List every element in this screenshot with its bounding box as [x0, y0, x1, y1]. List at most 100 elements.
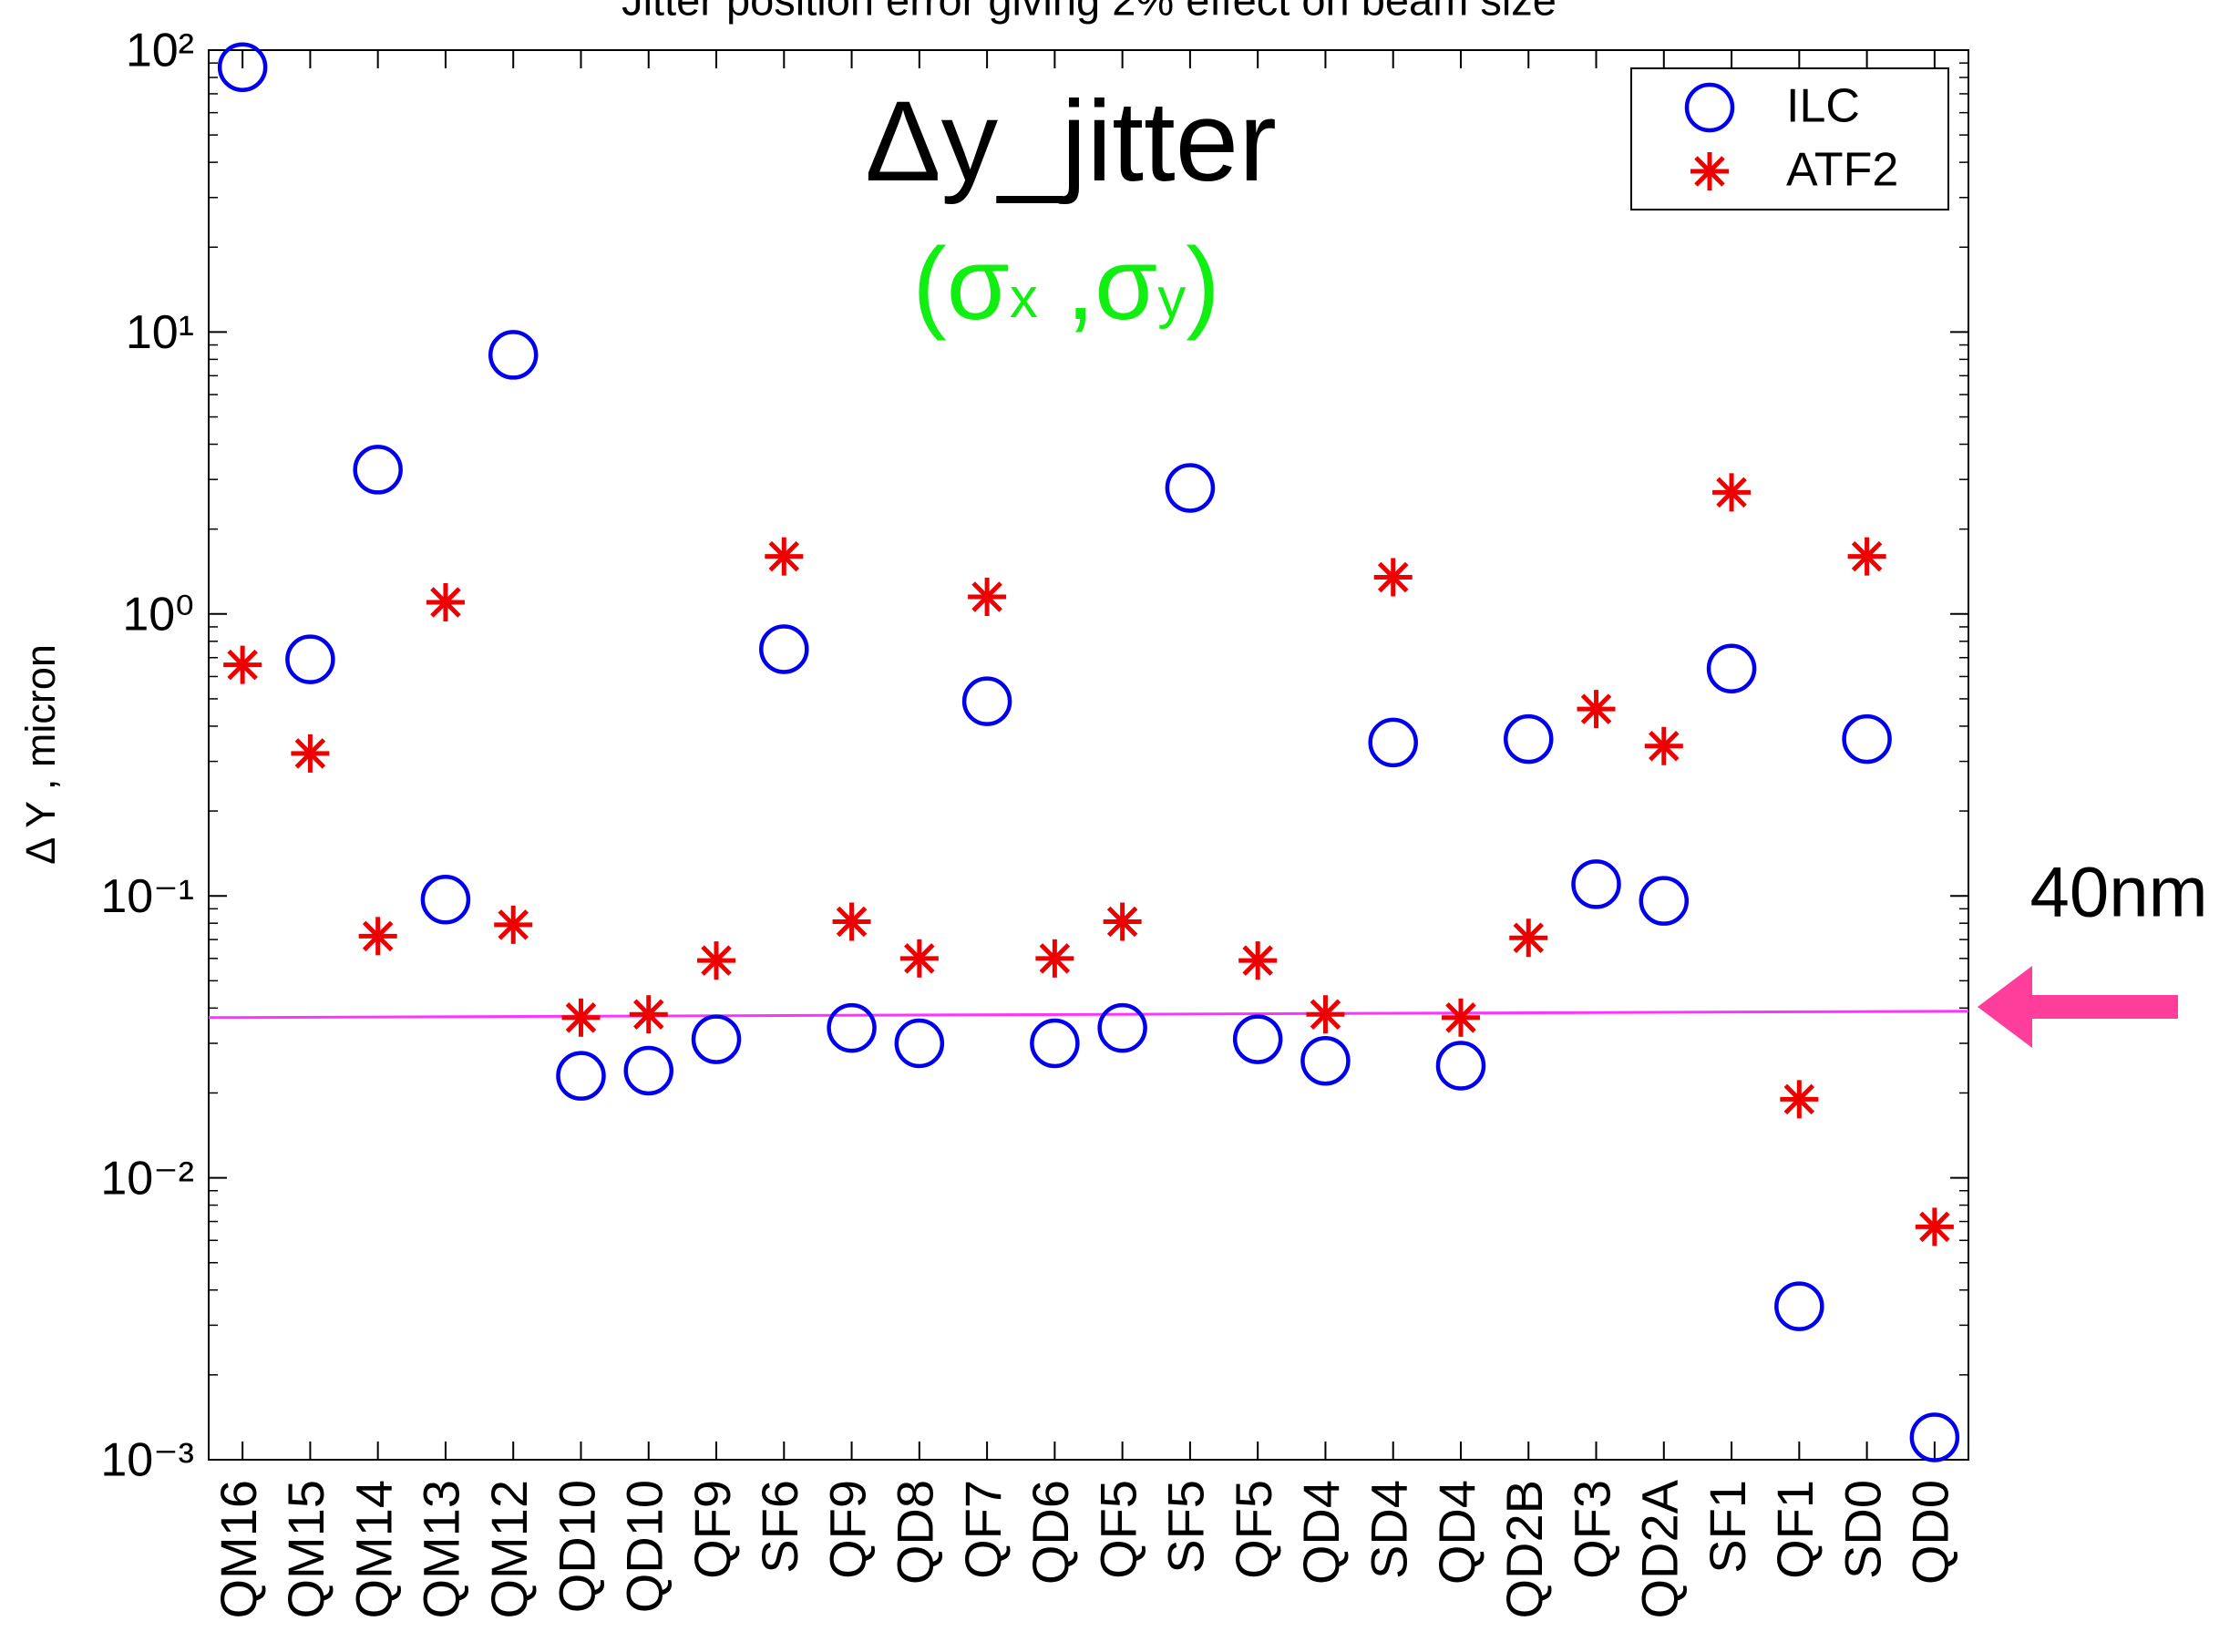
x-tick-label: SD0: [1834, 1480, 1891, 1579]
point: [1915, 1207, 1954, 1247]
point: [1165, 463, 1216, 513]
point: [697, 941, 736, 980]
x-tick-label: QF9: [683, 1480, 741, 1579]
x-tick-label: QD10: [616, 1480, 673, 1613]
asterisk-stroke: [904, 943, 935, 974]
asterisk-stroke: [1694, 156, 1725, 187]
asterisk-stroke: [701, 945, 732, 976]
x-tick-label: SF1: [1699, 1480, 1756, 1574]
asterisk-stroke: [836, 906, 868, 938]
point: [1368, 717, 1418, 768]
asterisk-stroke: [1783, 1083, 1815, 1115]
annotation-sigma: (σx ,σy): [912, 227, 1219, 341]
legend-marker: [1690, 152, 1729, 190]
point: [1842, 713, 1892, 764]
point: [1706, 643, 1757, 694]
point: [894, 1018, 945, 1069]
asterisk-stroke: [1580, 693, 1612, 724]
point: [1238, 941, 1278, 980]
annotation-sigma-part: x: [1010, 267, 1038, 330]
reference-label: 40nm: [2029, 852, 2207, 932]
point: [1103, 902, 1142, 941]
x-tick-label: SF6: [751, 1480, 808, 1574]
x-tick-label: SF5: [1157, 1480, 1215, 1574]
point: [1373, 558, 1413, 597]
asterisk-stroke: [294, 738, 326, 769]
asterisk-stroke: [632, 999, 664, 1030]
plot-frame: [208, 49, 1969, 1461]
asterisk-stroke: [362, 920, 394, 952]
point: [561, 998, 601, 1037]
y-tick-label: 10⁰: [122, 589, 194, 641]
asterisk-stroke: [1445, 1002, 1476, 1033]
x-tick-label: QF7: [954, 1480, 1012, 1579]
point: [494, 905, 533, 944]
asterisk-stroke: [565, 1002, 597, 1033]
point: [488, 330, 539, 380]
point: [1712, 473, 1752, 512]
legend-box: [1630, 67, 1949, 210]
asterisk-stroke: [498, 909, 529, 940]
point: [1232, 1014, 1283, 1064]
reference-line: [208, 1010, 1969, 1020]
annotation-sigma-part: ,σ: [1038, 227, 1157, 341]
x-tick-label: QF5: [1225, 1480, 1282, 1579]
point: [1097, 1002, 1147, 1053]
annotation-sigma-part: y: [1157, 267, 1186, 330]
point: [1030, 1018, 1080, 1069]
asterisk-stroke: [430, 587, 461, 618]
point: [353, 445, 403, 495]
point: [1774, 1281, 1824, 1331]
asterisk-stroke: [768, 540, 800, 572]
asterisk-stroke: [1851, 540, 1883, 572]
chart-title: Jitter position error giving 2% effect o…: [622, 0, 1557, 24]
point: [291, 734, 330, 773]
asterisk-stroke: [1649, 730, 1680, 762]
x-tick-label: QD2A: [1631, 1479, 1689, 1618]
x-tick-label: QM14: [344, 1480, 402, 1619]
point: [420, 875, 471, 925]
point: [1780, 1080, 1819, 1119]
y-tick-label: 10⁻³: [100, 1434, 194, 1487]
point: [1035, 939, 1074, 978]
point: [899, 939, 939, 978]
legend-label: ATF2: [1786, 144, 1898, 197]
point: [556, 1051, 606, 1101]
reference-arrow: [1978, 966, 2178, 1048]
point: [1509, 918, 1548, 958]
asterisk-stroke: [1377, 561, 1409, 593]
annotation-sigma-part: ): [1186, 227, 1219, 341]
point: [358, 917, 397, 956]
point: [968, 578, 1007, 617]
y-tick-label: 10⁻²: [100, 1152, 194, 1205]
x-tick-label: QM12: [480, 1480, 538, 1619]
asterisk-stroke: [1716, 477, 1747, 508]
y-tick-label: 10¹: [126, 306, 194, 359]
point: [1300, 1035, 1351, 1086]
x-tick-label: QD4: [1428, 1480, 1485, 1585]
point: [1441, 998, 1480, 1037]
annotation-title: Δy_jitter: [865, 78, 1277, 205]
point: [765, 537, 804, 576]
point: [623, 1045, 673, 1096]
x-tick-label: QF3: [1563, 1480, 1620, 1579]
asterisk-stroke: [1106, 906, 1138, 938]
point: [961, 676, 1012, 726]
point: [1504, 713, 1554, 764]
point: [1306, 995, 1345, 1034]
point: [1577, 690, 1616, 729]
asterisk-stroke: [1039, 943, 1071, 974]
x-tick-label: QD6: [1022, 1480, 1079, 1585]
legend-label: ILC: [1786, 80, 1860, 133]
point: [285, 634, 335, 684]
asterisk-stroke: [1513, 922, 1545, 953]
point: [1435, 1041, 1486, 1091]
point: [691, 1014, 742, 1064]
asterisk-stroke: [227, 649, 258, 681]
point: [1909, 1412, 1960, 1462]
x-tick-label: QM15: [277, 1480, 334, 1619]
x-tick-label: QD8: [887, 1480, 944, 1585]
asterisk-stroke: [1919, 1211, 1950, 1243]
x-tick-label: QF5: [1089, 1480, 1146, 1579]
y-tick-label: 10²: [126, 25, 194, 77]
